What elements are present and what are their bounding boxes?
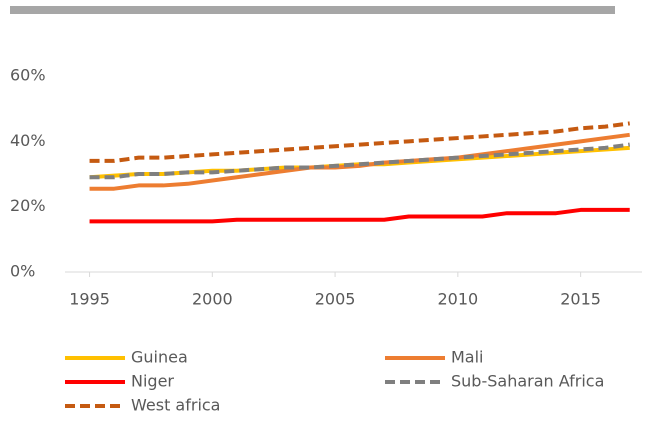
legend-label: Mali xyxy=(451,348,484,367)
y-tick-label: 20% xyxy=(10,196,46,215)
x-tick-label: 2015 xyxy=(560,290,601,309)
legend-label: Guinea xyxy=(131,348,188,367)
series-line xyxy=(89,121,630,163)
x-tick-label: 2005 xyxy=(315,290,356,309)
header-bar xyxy=(10,6,615,14)
y-tick-label: 0% xyxy=(10,262,35,281)
y-tick-label: 40% xyxy=(10,131,46,150)
series-line xyxy=(89,207,630,224)
y-tick-label: 60% xyxy=(10,66,46,85)
x-tick-label: 1995 xyxy=(69,290,110,309)
x-tick-label: 2010 xyxy=(437,290,478,309)
legend-label: West africa xyxy=(131,396,220,415)
x-tick-label: 2000 xyxy=(192,290,233,309)
series-line xyxy=(89,142,630,180)
legend-label: Sub-Saharan Africa xyxy=(451,372,604,391)
legend-label: Niger xyxy=(131,372,174,391)
